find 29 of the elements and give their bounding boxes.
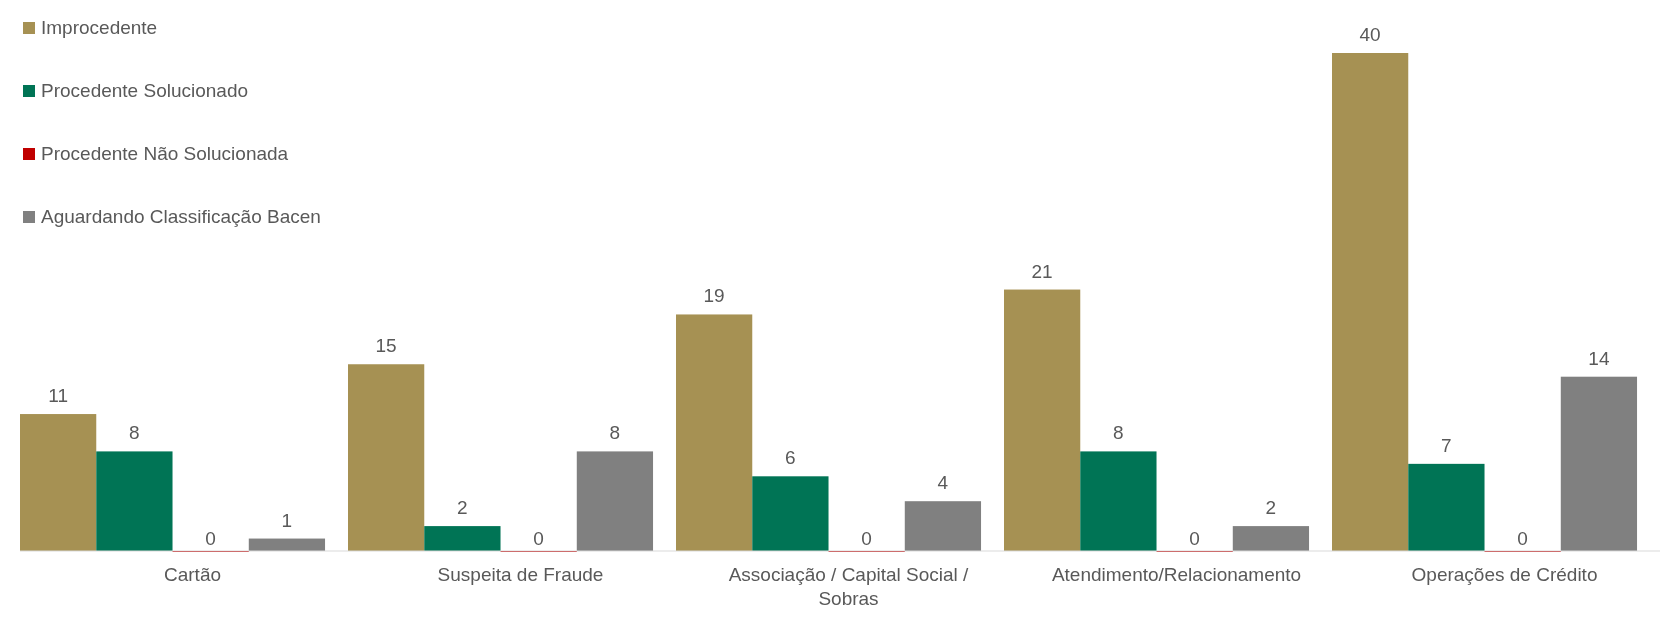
- data-label: 6: [785, 447, 796, 469]
- data-label: 8: [609, 422, 621, 444]
- data-label: 1: [281, 509, 293, 531]
- legend-label: Improcedente: [41, 17, 158, 38]
- data-label: 7: [1441, 434, 1452, 456]
- x-tick-label: Atendimento/Relacionamento: [1051, 564, 1302, 585]
- legend-label: Procedente Não Solucionada: [41, 143, 289, 164]
- legend-label: Aguardando Classificação Bacen: [41, 206, 321, 227]
- data-label: 2: [457, 497, 468, 519]
- data-label: 0: [1517, 528, 1528, 549]
- data-label: 0: [861, 528, 872, 549]
- data-label: 0: [1189, 528, 1200, 549]
- data-label: 4: [937, 472, 949, 494]
- data-label: 15: [375, 335, 397, 357]
- x-tick-label: Associação / Capital Social / Sobras: [728, 564, 970, 609]
- data-label: 0: [533, 528, 544, 549]
- data-label: 11: [48, 385, 68, 407]
- data-label: 21: [1031, 260, 1053, 282]
- x-tick-label: Operações de Crédito: [1411, 564, 1598, 585]
- data-label: 0: [205, 528, 216, 549]
- legend-label: Procedente Solucionado: [41, 80, 249, 101]
- data-label: 40: [1359, 24, 1381, 45]
- x-tick-label: Cartão: [164, 564, 222, 585]
- data-label: 8: [129, 422, 140, 444]
- x-tick-label: Suspeita de Fraude: [437, 564, 604, 585]
- data-label: 2: [1265, 497, 1277, 519]
- data-label: 8: [1113, 422, 1124, 444]
- data-label: 14: [1588, 347, 1610, 369]
- data-label: 19: [703, 285, 725, 307]
